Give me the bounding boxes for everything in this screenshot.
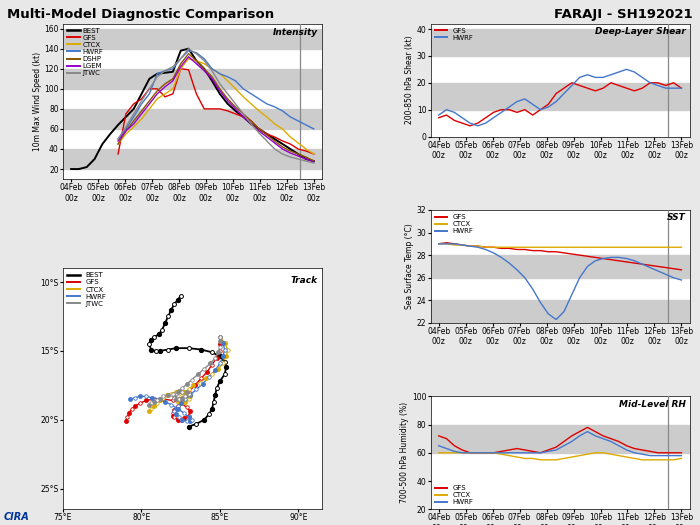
- Text: Track: Track: [291, 276, 318, 285]
- Bar: [63, 29, 322, 49]
- Legend: GFS, HWRF: GFS, HWRF: [434, 27, 475, 41]
- Legend: BEST, GFS, CTCX, HWRF, DSHP, LGEM, JTWC: BEST, GFS, CTCX, HWRF, DSHP, LGEM, JTWC: [66, 27, 104, 77]
- Bar: [430, 425, 690, 453]
- Bar: [63, 69, 322, 89]
- Bar: [430, 83, 690, 110]
- Bar: [63, 109, 322, 129]
- Y-axis label: 200-850 hPa Shear (kt): 200-850 hPa Shear (kt): [405, 36, 414, 124]
- Text: Multi-Model Diagnostic Comparison: Multi-Model Diagnostic Comparison: [7, 8, 274, 21]
- Text: Intensity: Intensity: [273, 28, 318, 37]
- Legend: BEST, GFS, CTCX, HWRF, JTWC: BEST, GFS, CTCX, HWRF, JTWC: [66, 272, 107, 307]
- Y-axis label: Sea Surface Temp (°C): Sea Surface Temp (°C): [405, 224, 414, 309]
- Legend: GFS, CTCX, HWRF: GFS, CTCX, HWRF: [434, 214, 475, 235]
- Bar: [63, 149, 322, 169]
- Bar: [430, 300, 690, 323]
- Text: Deep-Layer Shear: Deep-Layer Shear: [595, 27, 685, 36]
- Text: CIRA: CIRA: [4, 512, 29, 522]
- Y-axis label: 10m Max Wind Speed (kt): 10m Max Wind Speed (kt): [33, 52, 41, 151]
- Bar: [430, 255, 690, 278]
- Text: SST: SST: [667, 213, 685, 223]
- Bar: [430, 29, 690, 56]
- Text: Mid-Level RH: Mid-Level RH: [619, 400, 685, 408]
- Text: FARAJI - SH192021: FARAJI - SH192021: [554, 8, 693, 21]
- Legend: GFS, CTCX, HWRF: GFS, CTCX, HWRF: [434, 484, 475, 506]
- Y-axis label: 700-500 hPa Humidity (%): 700-500 hPa Humidity (%): [400, 402, 410, 503]
